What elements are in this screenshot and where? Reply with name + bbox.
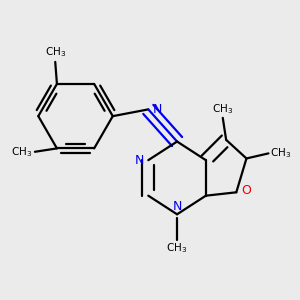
Text: CH$_3$: CH$_3$ (212, 102, 233, 116)
Text: N: N (152, 103, 162, 116)
Text: N: N (172, 200, 182, 213)
Text: CH$_3$: CH$_3$ (167, 242, 188, 255)
Text: N: N (135, 154, 144, 167)
Text: CH$_3$: CH$_3$ (11, 145, 32, 159)
Text: CH$_3$: CH$_3$ (270, 146, 291, 160)
Text: CH$_3$: CH$_3$ (45, 45, 66, 59)
Text: O: O (242, 184, 251, 197)
